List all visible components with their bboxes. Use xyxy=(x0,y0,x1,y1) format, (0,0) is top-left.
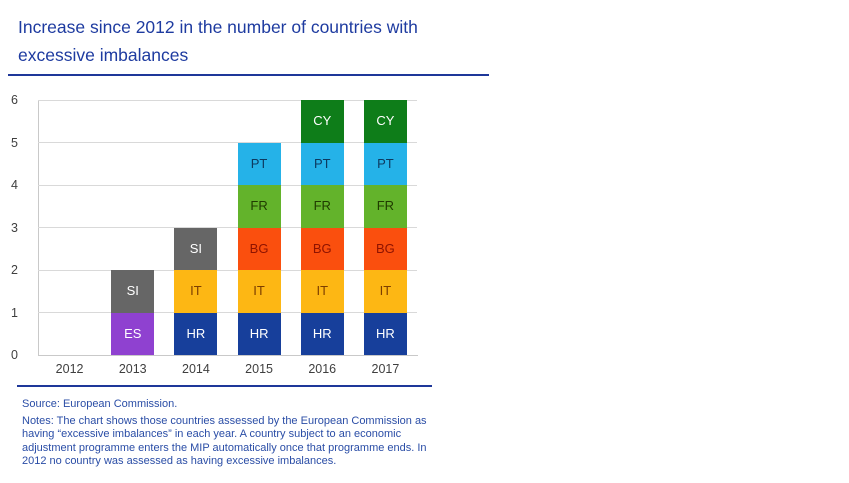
bar-segment-fr: FR xyxy=(237,185,281,228)
x-axis-tick-label: 2016 xyxy=(308,362,337,376)
notes-line-1: Notes: The chart shows those countries a… xyxy=(22,414,427,427)
gridline xyxy=(38,269,417,271)
notes-line-2: having “excessive imbalances” in each ye… xyxy=(22,428,402,440)
bar-segment-si: SI xyxy=(111,270,155,313)
gridline xyxy=(38,227,417,228)
notes-line-3: adjustment programme enters the MIP auto… xyxy=(22,441,427,454)
bar-segment-it: IT xyxy=(237,270,281,313)
page-title-line1: Increase since 2012 in the number of cou… xyxy=(18,17,418,37)
bar-segment-hr: HR xyxy=(174,312,218,355)
bar-segment-it: IT xyxy=(363,270,407,313)
bar-segment-hr: HR xyxy=(237,312,281,355)
bar-segment-cy: CY xyxy=(300,100,344,143)
bar-segment-cy: CY xyxy=(363,100,407,143)
bar-segment-it: IT xyxy=(300,270,344,313)
y-axis-tick-label: 0 xyxy=(11,348,18,362)
bar-segment-it: IT xyxy=(174,270,218,313)
x-axis-tick-label: 2013 xyxy=(118,362,147,376)
x-axis-tick-label: 2015 xyxy=(245,362,273,376)
bar-segment-fr: FR xyxy=(300,185,344,228)
page-title: Increase since 2012 in the number of cou… xyxy=(18,13,488,69)
footer-divider xyxy=(17,385,432,387)
gridline xyxy=(38,142,417,143)
y-axis-tick-label: 2 xyxy=(11,263,18,277)
bar-segment-es: ES xyxy=(111,312,155,355)
plot-area xyxy=(38,100,418,356)
bar-segment-fr: FR xyxy=(363,185,407,228)
title-underline xyxy=(8,74,489,76)
y-axis-tick-label: 1 xyxy=(11,305,18,320)
chart-area: 0 1 2 3 4 5 6 2012 ES SI 2013 HR IT SI 2014 HR IT BG FR PT 2… xyxy=(0,90,470,382)
source-text: Source: European Commission. xyxy=(22,398,178,410)
page-title-line2: excessive imbalances xyxy=(18,45,189,65)
gridline xyxy=(38,184,417,186)
gridline xyxy=(38,99,417,101)
bar-segment-pt: PT xyxy=(237,142,281,185)
bar-segment-pt: PT xyxy=(300,142,344,185)
x-axis-tick-label: 2017 xyxy=(371,362,400,376)
bar-segment-bg: BG xyxy=(237,227,281,270)
notes-line-4: 2012 no country was assessed as having e… xyxy=(22,455,337,467)
y-axis-tick-label: 3 xyxy=(11,220,18,235)
y-axis-tick-label: 6 xyxy=(11,93,18,107)
x-axis-tick-label: 2014 xyxy=(182,362,210,376)
x-axis-tick-label: 2012 xyxy=(55,362,84,376)
bar-segment-bg: BG xyxy=(363,227,407,270)
y-axis-tick-label: 5 xyxy=(11,135,18,150)
y-axis-tick-label: 4 xyxy=(11,178,18,192)
footer-notes: Source: European Commission. Notes: The … xyxy=(22,398,440,469)
bar-segment-bg: BG xyxy=(300,227,344,270)
bar-segment-pt: PT xyxy=(363,142,407,185)
gridline xyxy=(38,312,417,313)
bar-segment-si: SI xyxy=(174,227,218,270)
bar-segment-hr: HR xyxy=(363,312,407,355)
bar-segment-hr: HR xyxy=(300,312,344,355)
